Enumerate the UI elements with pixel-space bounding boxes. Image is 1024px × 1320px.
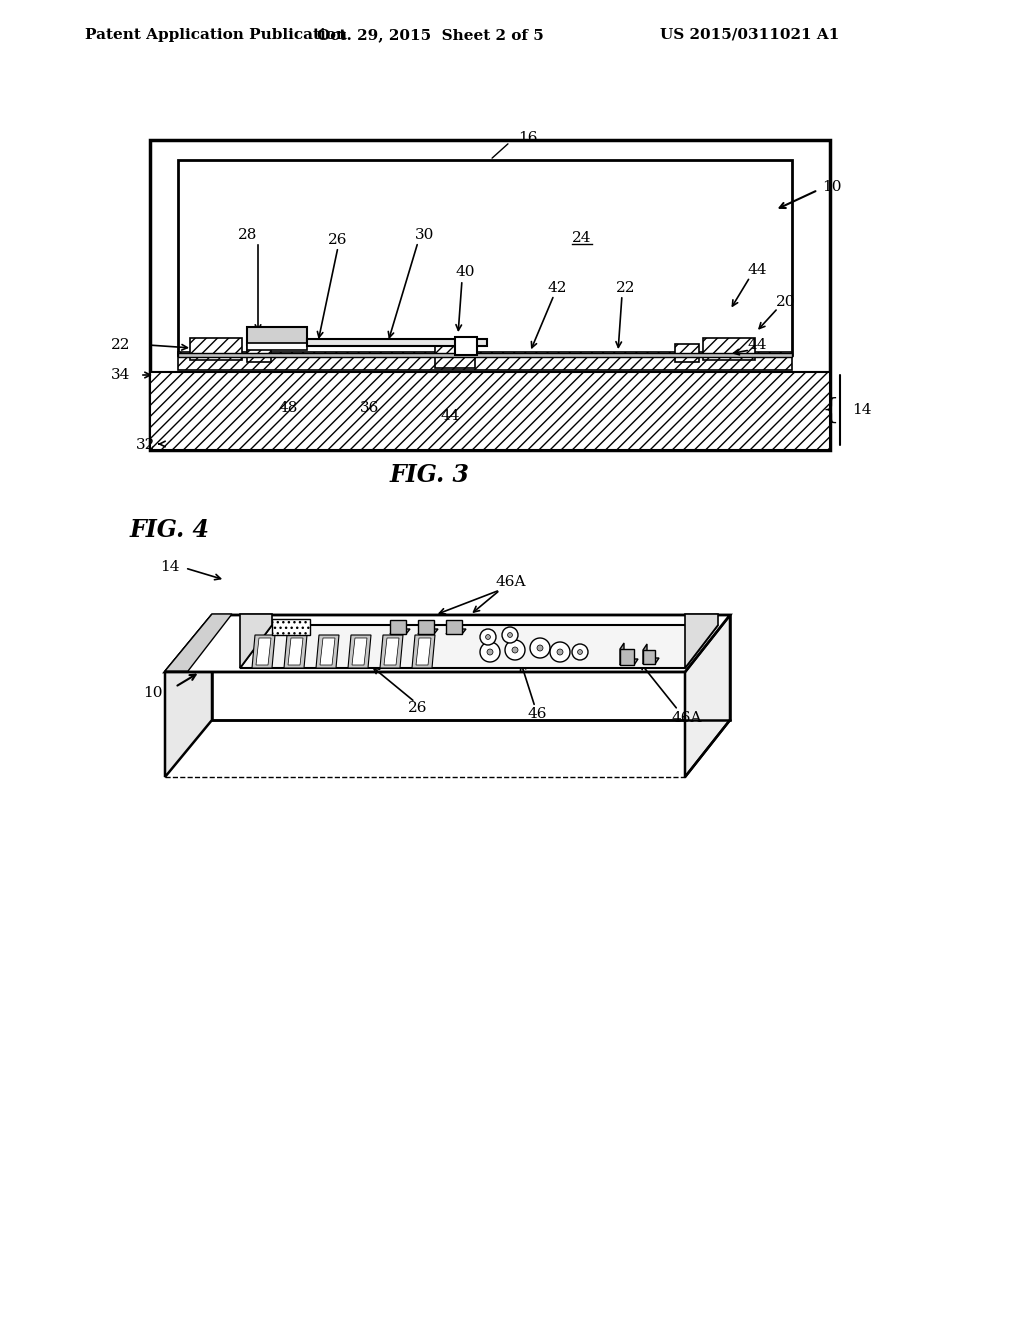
Bar	[272, 619, 310, 635]
Circle shape	[480, 642, 500, 663]
Text: 48: 48	[279, 401, 298, 414]
Circle shape	[505, 640, 525, 660]
Polygon shape	[412, 635, 435, 668]
Text: 22: 22	[616, 281, 636, 294]
Polygon shape	[165, 615, 212, 777]
Text: 46: 46	[528, 708, 548, 721]
Polygon shape	[165, 615, 730, 672]
Circle shape	[530, 638, 550, 657]
Polygon shape	[240, 614, 272, 668]
Polygon shape	[319, 638, 335, 665]
Circle shape	[557, 649, 563, 655]
Text: FIG. 3: FIG. 3	[390, 463, 470, 487]
Polygon shape	[380, 635, 403, 668]
Polygon shape	[446, 630, 466, 634]
Polygon shape	[288, 638, 303, 665]
Bar	[247, 345, 271, 362]
Text: 46A: 46A	[495, 576, 525, 589]
Circle shape	[485, 635, 490, 639]
Text: 30: 30	[415, 228, 434, 242]
Polygon shape	[418, 620, 434, 634]
Circle shape	[480, 630, 496, 645]
Circle shape	[537, 645, 543, 651]
Polygon shape	[620, 643, 624, 665]
Polygon shape	[316, 635, 339, 668]
Text: 16: 16	[518, 131, 538, 145]
Polygon shape	[212, 615, 730, 719]
Text: 28: 28	[238, 228, 257, 242]
Text: 26: 26	[328, 234, 347, 247]
Text: 26: 26	[408, 701, 427, 715]
Bar	[178, 160, 792, 355]
Polygon shape	[390, 630, 410, 634]
Bar	[675, 345, 699, 362]
Polygon shape	[643, 657, 659, 664]
Text: 24: 24	[572, 231, 592, 246]
Text: 42: 42	[548, 281, 567, 294]
Text: US 2015/0311021 A1: US 2015/0311021 A1	[660, 28, 840, 42]
Text: 22: 22	[111, 338, 130, 352]
Circle shape	[508, 632, 512, 638]
Polygon shape	[685, 614, 718, 668]
Polygon shape	[348, 635, 371, 668]
Bar	[190, 338, 242, 360]
Bar	[455, 337, 477, 355]
Text: 32: 32	[135, 438, 155, 451]
Text: 14: 14	[160, 560, 179, 574]
Bar	[247, 343, 307, 350]
Circle shape	[502, 627, 518, 643]
Text: 40: 40	[456, 265, 475, 279]
Text: 36: 36	[360, 401, 380, 414]
Polygon shape	[685, 615, 730, 777]
Text: 46A: 46A	[672, 711, 702, 725]
Polygon shape	[643, 644, 647, 664]
Polygon shape	[284, 635, 307, 668]
Text: 14: 14	[852, 403, 871, 417]
Polygon shape	[352, 638, 367, 665]
Text: FIG. 4: FIG. 4	[130, 517, 210, 543]
Bar	[178, 352, 792, 370]
Polygon shape	[446, 620, 462, 634]
Polygon shape	[416, 638, 431, 665]
Circle shape	[487, 649, 493, 655]
Bar	[435, 343, 475, 368]
Text: Oct. 29, 2015  Sheet 2 of 5: Oct. 29, 2015 Sheet 2 of 5	[316, 28, 544, 42]
Bar	[703, 338, 755, 360]
Text: 34: 34	[111, 368, 130, 381]
Text: Patent Application Publication: Patent Application Publication	[85, 28, 347, 42]
Text: {: {	[821, 396, 839, 424]
Circle shape	[572, 644, 588, 660]
Polygon shape	[252, 635, 275, 668]
Polygon shape	[165, 614, 232, 671]
Bar	[150, 372, 830, 450]
Text: 10: 10	[143, 686, 163, 700]
Polygon shape	[256, 638, 271, 665]
Polygon shape	[390, 620, 406, 634]
Polygon shape	[620, 659, 638, 665]
Circle shape	[578, 649, 583, 655]
Text: 44: 44	[440, 409, 460, 422]
Bar	[178, 352, 792, 356]
Text: 20: 20	[776, 294, 796, 309]
Polygon shape	[384, 638, 399, 665]
Polygon shape	[418, 630, 438, 634]
Polygon shape	[643, 649, 655, 664]
Text: 44: 44	[748, 338, 768, 352]
Text: 44: 44	[748, 263, 768, 277]
Text: 10: 10	[822, 180, 842, 194]
Bar	[247, 327, 307, 345]
Polygon shape	[620, 649, 634, 665]
Polygon shape	[240, 624, 718, 668]
Bar	[150, 140, 830, 450]
Circle shape	[550, 642, 570, 663]
Bar	[307, 339, 487, 346]
Circle shape	[512, 647, 518, 653]
